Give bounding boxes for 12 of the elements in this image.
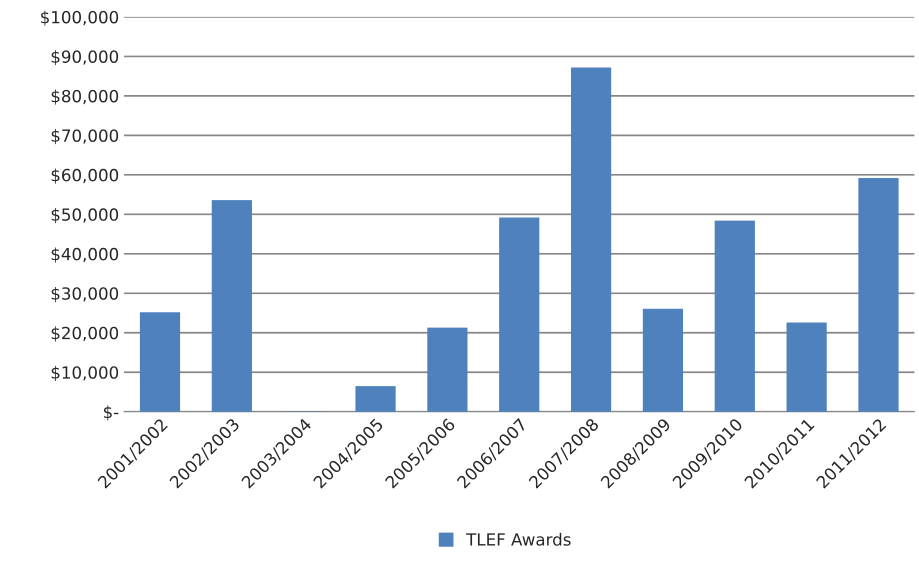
y-tick-label: $70,000 <box>52 129 118 144</box>
legend-label: TLEF Awards <box>466 532 571 546</box>
y-tick-label: $30,000 <box>52 286 118 302</box>
y-tick-label: $60,000 <box>52 168 118 184</box>
y-tick-label: $- <box>104 405 118 421</box>
y-tick-label: $100,000 <box>41 10 118 26</box>
y-tick-label: $50,000 <box>52 208 118 224</box>
y-tick-label: $90,000 <box>52 50 118 66</box>
y-tick-label: $80,000 <box>52 90 118 105</box>
y-tick-label: $20,000 <box>52 326 118 342</box>
y-tick-label: $40,000 <box>52 247 118 263</box>
y-tick-label: $10,000 <box>52 366 118 382</box>
